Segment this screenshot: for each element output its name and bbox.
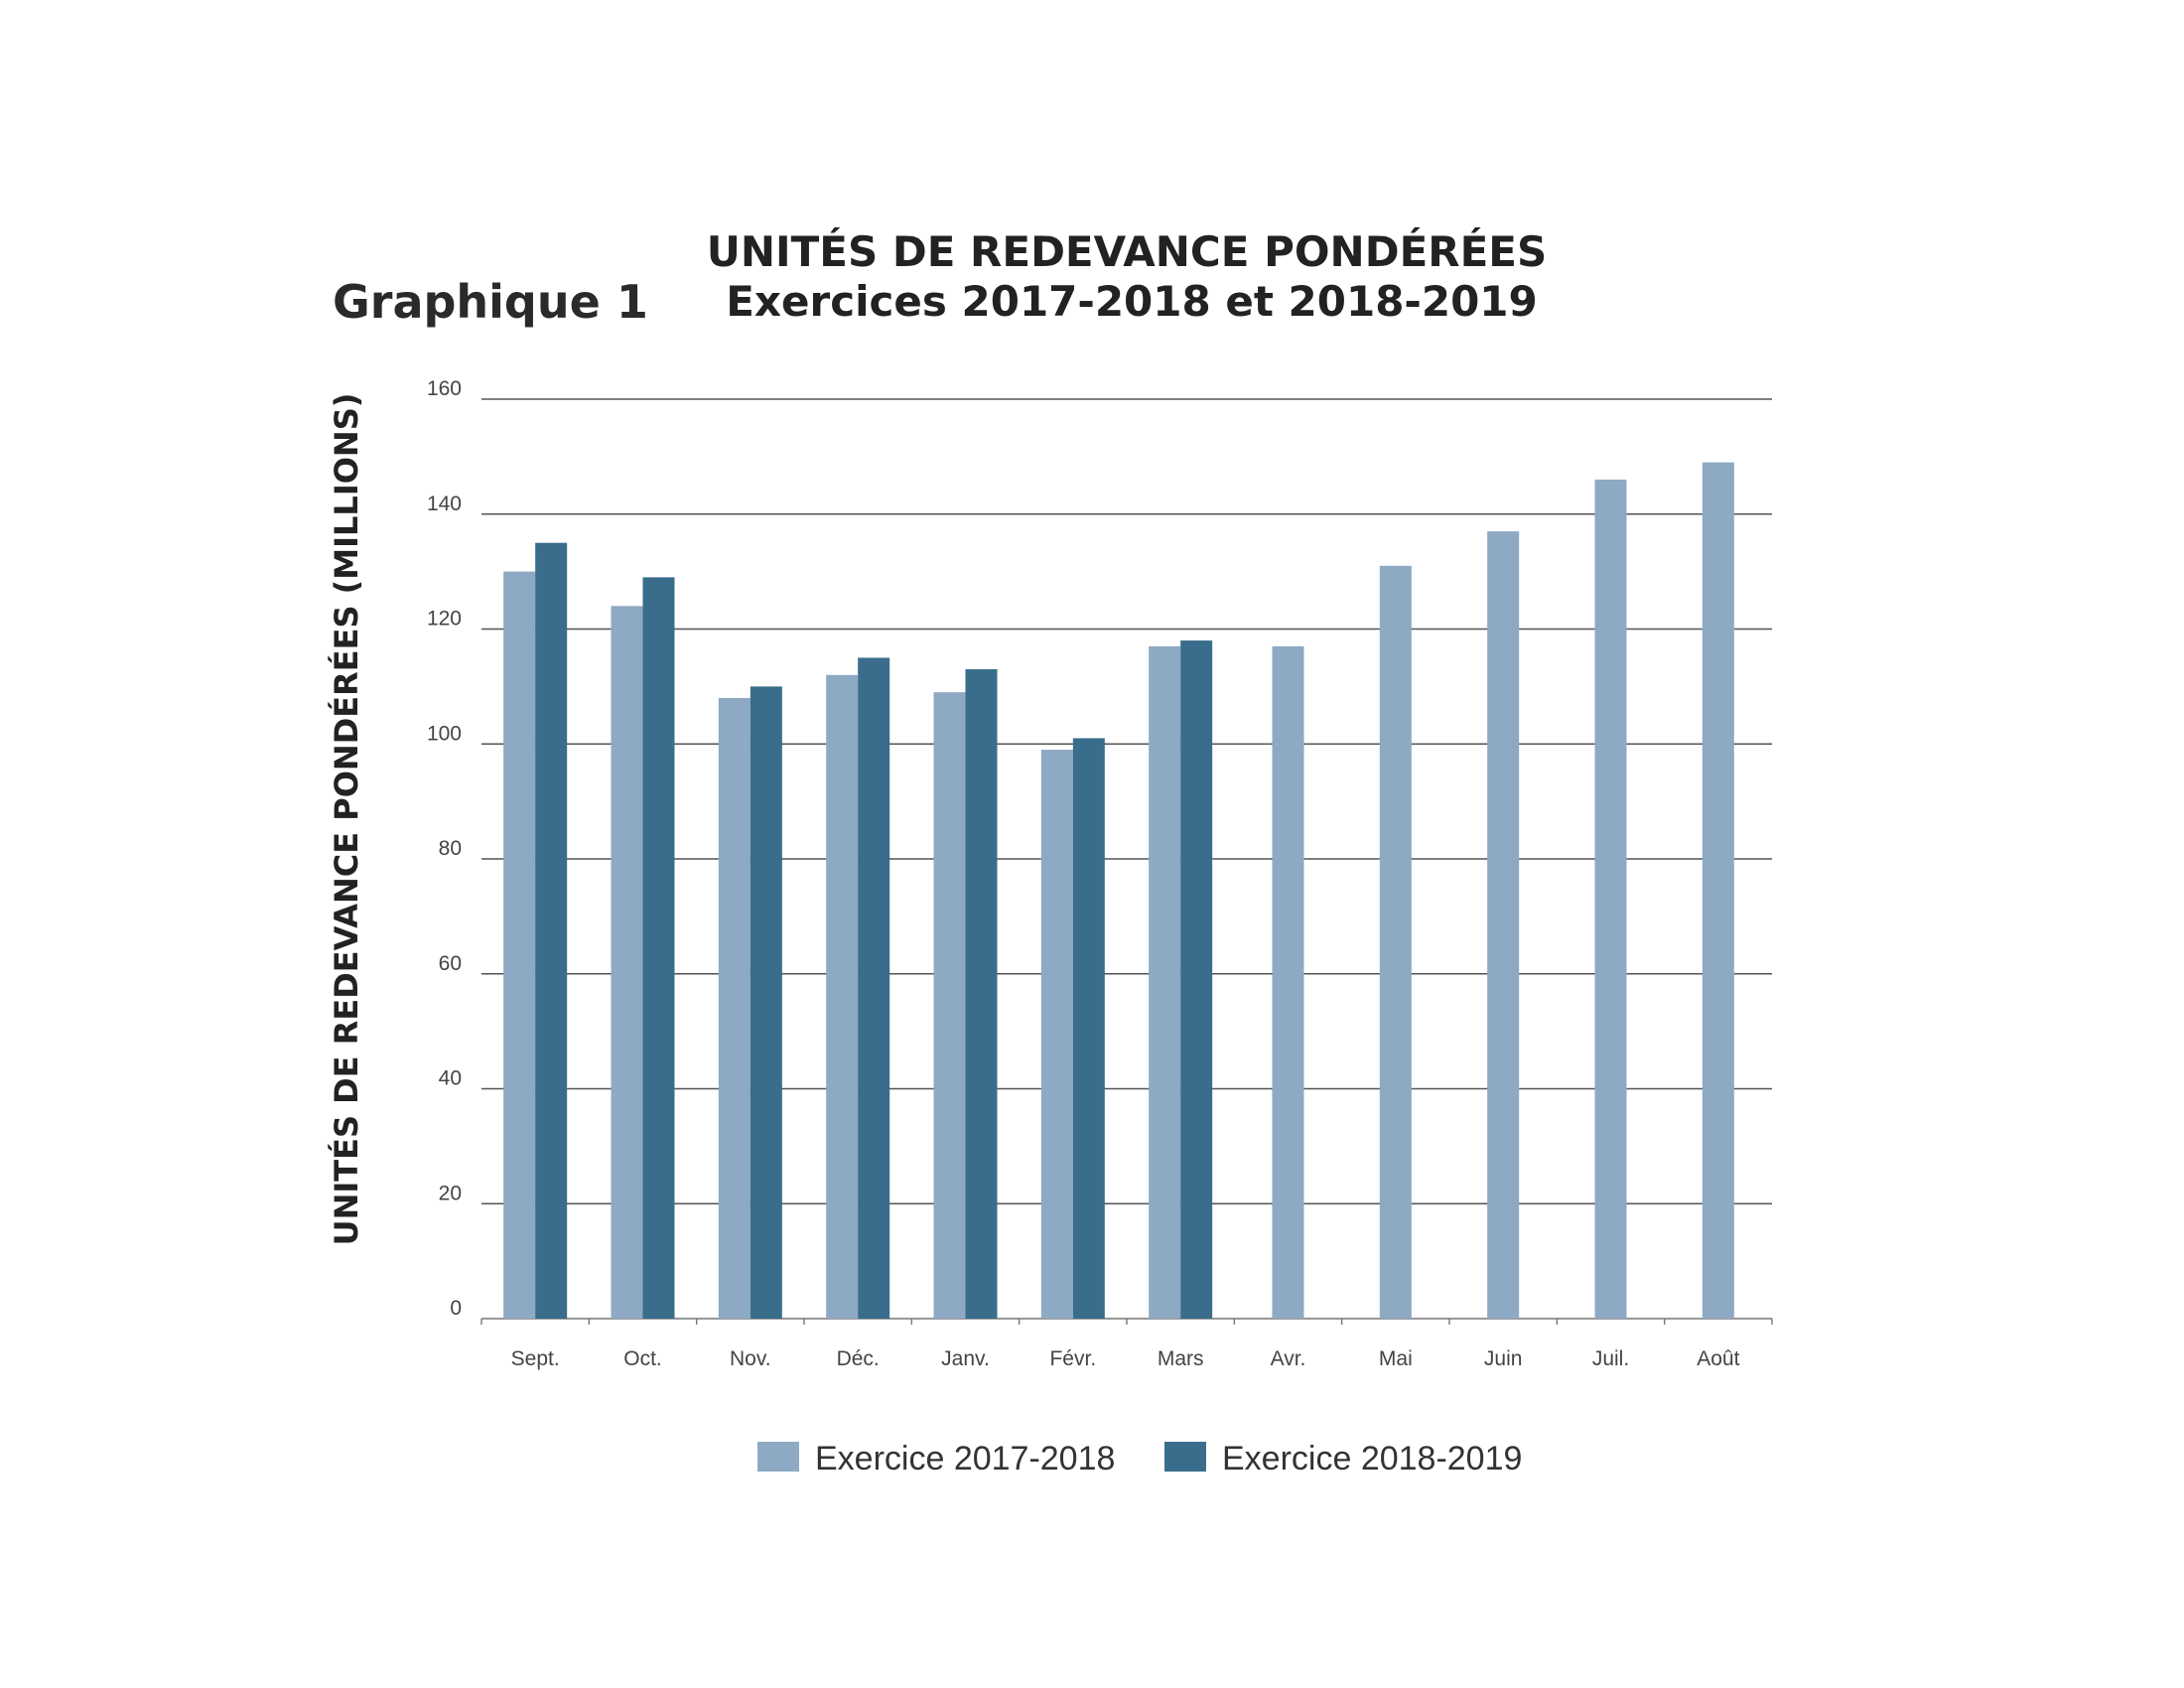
bar-2017-2018 [1379, 565, 1412, 1319]
x-tick-label: Sept. [511, 1347, 560, 1370]
legend-swatch [1164, 1442, 1206, 1472]
x-tick-labels: Sept. Oct. Nov. Déc. Janv. Févr. Mars Avr. Mai Ju… [511, 1347, 1740, 1370]
legend: Exercice 2017-2018 Exercice 2018-2019 [757, 1440, 1522, 1477]
y-tick-label: 80 [439, 837, 462, 860]
x-tick-label: Déc. [837, 1347, 880, 1370]
bar-2017-2018 [1272, 645, 1304, 1319]
x-tick-label: Juin [1484, 1347, 1523, 1370]
grid-lines [480, 398, 1773, 1325]
chart-title: UNITÉS DE REDEVANCE PONDÉRÉES [707, 226, 1547, 276]
chart-subtitle: Exercices 2017-2018 et 2018-2019 [726, 277, 1538, 326]
x-tick-label: Août [1697, 1347, 1739, 1370]
bar-2018-2019 [858, 657, 890, 1319]
bar-2018-2019 [1180, 640, 1213, 1319]
y-tick-label: 140 [427, 492, 462, 515]
y-tick-label: 20 [439, 1182, 462, 1204]
bar-2018-2019 [535, 542, 568, 1319]
y-tick-label: 0 [450, 1297, 462, 1320]
y-tick-label: 160 [427, 377, 462, 400]
bar-2017-2018 [1594, 480, 1627, 1319]
bar-2017-2018 [826, 674, 859, 1319]
bar-2017-2018 [1040, 750, 1073, 1319]
bar-2017-2018 [503, 571, 536, 1319]
bar-2018-2019 [642, 577, 675, 1319]
x-tick-label: Juil. [1592, 1347, 1629, 1370]
y-tick-label: 120 [427, 608, 462, 631]
figure-label: Graphique 1 [333, 275, 648, 329]
bar-2017-2018 [1487, 531, 1520, 1319]
bar-2018-2019 [1072, 738, 1105, 1319]
x-tick-label: Mai [1379, 1347, 1413, 1370]
bar-2017-2018 [933, 692, 966, 1319]
y-axis-label: UNITÉS DE REDEVANCE PONDÉRÉES (MILLIONS) [328, 393, 365, 1246]
x-tick-label: Oct. [623, 1347, 662, 1370]
x-tick-label: Mars [1158, 1347, 1204, 1370]
y-tick-labels: 0 20 40 60 80 100 120 140 160 [427, 377, 462, 1320]
bar-2017-2018 [1702, 462, 1734, 1320]
legend-swatch [757, 1442, 799, 1472]
y-tick-label: 100 [427, 722, 462, 745]
x-tick-label: Nov. [730, 1347, 771, 1370]
bar-2018-2019 [965, 669, 998, 1319]
y-tick-label: 60 [439, 952, 462, 975]
x-tick-label: Janv. [941, 1347, 990, 1370]
x-tick-label: Avr. [1271, 1347, 1306, 1370]
bar-2018-2019 [750, 686, 782, 1319]
legend-label: Exercice 2017-2018 [815, 1440, 1115, 1477]
bars [503, 462, 1734, 1320]
legend-label: Exercice 2018-2019 [1222, 1440, 1522, 1477]
bar-2017-2018 [718, 697, 751, 1319]
bar-2017-2018 [611, 606, 643, 1319]
y-tick-label: 40 [439, 1067, 462, 1090]
bar-2017-2018 [1149, 645, 1181, 1319]
x-tick-label: Févr. [1049, 1347, 1096, 1370]
